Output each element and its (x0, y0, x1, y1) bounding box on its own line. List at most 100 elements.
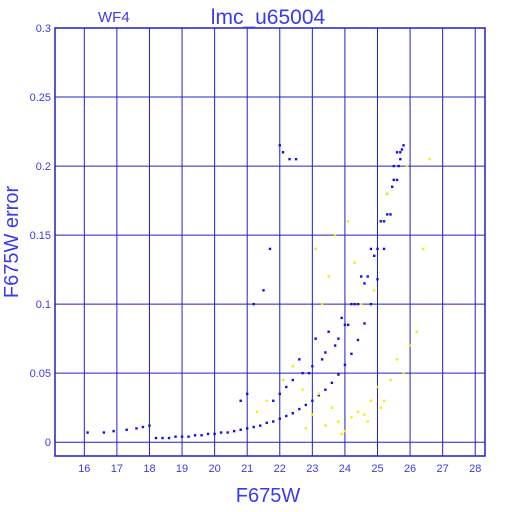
x-tick-label: 22 (274, 463, 286, 475)
data-point (327, 330, 330, 333)
panel-label: WF4 (98, 9, 130, 26)
data-point (154, 436, 158, 440)
data-point (161, 436, 164, 440)
series-1 (86, 144, 405, 440)
data-point (298, 407, 301, 411)
data-point (353, 302, 356, 306)
data-point (346, 323, 350, 327)
data-point (167, 436, 171, 440)
data-point (363, 282, 366, 285)
data-point (353, 261, 356, 264)
data-point (226, 431, 229, 434)
data-point (360, 302, 363, 306)
data-point (346, 220, 350, 223)
data-point (350, 302, 353, 306)
data-point (386, 192, 389, 195)
data-point (373, 254, 376, 258)
x-tick-label: 26 (404, 463, 416, 475)
data-point (395, 151, 399, 154)
data-point (360, 275, 363, 278)
y-tick-label: 0.05 (30, 368, 51, 380)
data-point (285, 414, 288, 418)
data-point (415, 330, 418, 333)
x-tick-label: 23 (306, 463, 318, 475)
data-point (268, 247, 272, 251)
data-point (311, 365, 314, 368)
data-point (392, 178, 395, 182)
data-point (320, 302, 324, 306)
data-point (333, 233, 337, 237)
data-point (350, 416, 353, 419)
data-point (408, 344, 412, 347)
data-point (294, 157, 298, 161)
data-point (187, 435, 190, 438)
data-point (320, 358, 324, 361)
data-point (376, 278, 379, 281)
data-point (255, 410, 259, 414)
data-point (382, 220, 386, 223)
x-tick-label: 28 (469, 463, 481, 475)
data-point (376, 247, 379, 251)
data-point (262, 289, 265, 292)
data-point (428, 157, 431, 161)
data-point (333, 344, 337, 347)
data-point (395, 178, 399, 182)
data-point (395, 358, 399, 361)
data-point (382, 399, 386, 402)
data-point (350, 352, 353, 356)
data-point (356, 338, 360, 342)
data-point (330, 406, 334, 409)
x-tick-label: 27 (437, 463, 449, 475)
x-tick-label: 25 (371, 463, 383, 475)
data-point (340, 432, 343, 436)
data-point (317, 392, 321, 396)
data-point (392, 164, 395, 168)
y-tick-label: 0 (45, 437, 51, 449)
data-point (298, 358, 301, 361)
data-points (86, 144, 431, 440)
data-point (389, 213, 392, 216)
data-point (340, 316, 343, 320)
data-point (376, 385, 379, 389)
data-point (337, 420, 340, 423)
data-point (311, 399, 314, 402)
data-point (285, 385, 288, 389)
data-point (278, 417, 281, 420)
data-point (102, 431, 106, 434)
data-point (343, 323, 347, 327)
data-point (314, 337, 317, 340)
data-point (399, 151, 402, 154)
data-point (379, 406, 382, 409)
data-point (148, 424, 151, 427)
data-point (213, 432, 216, 436)
y-axis-label: F675W error (1, 186, 23, 299)
data-point (239, 428, 242, 431)
data-point (265, 421, 268, 425)
data-point (272, 399, 275, 402)
data-point (245, 392, 249, 396)
data-point (327, 275, 330, 278)
data-point (402, 144, 405, 147)
y-tick-label: 0.1 (36, 299, 51, 311)
data-point (174, 435, 177, 438)
data-point (337, 373, 340, 376)
data-point (278, 392, 281, 396)
data-point (272, 420, 275, 423)
data-point (245, 427, 249, 430)
x-tick-label: 20 (208, 463, 220, 475)
data-point (397, 164, 400, 168)
data-point (405, 164, 409, 168)
data-point (135, 427, 138, 430)
data-point (330, 381, 334, 385)
data-point (402, 371, 405, 375)
data-point (382, 247, 386, 251)
y-tick-label: 0.3 (36, 23, 51, 35)
data-point (324, 388, 327, 391)
data-point (291, 412, 295, 415)
y-tick-label: 0.15 (30, 230, 51, 242)
x-axis-label: F675W (236, 485, 301, 507)
data-point (301, 371, 304, 375)
data-point (356, 410, 360, 414)
data-point (125, 428, 128, 431)
